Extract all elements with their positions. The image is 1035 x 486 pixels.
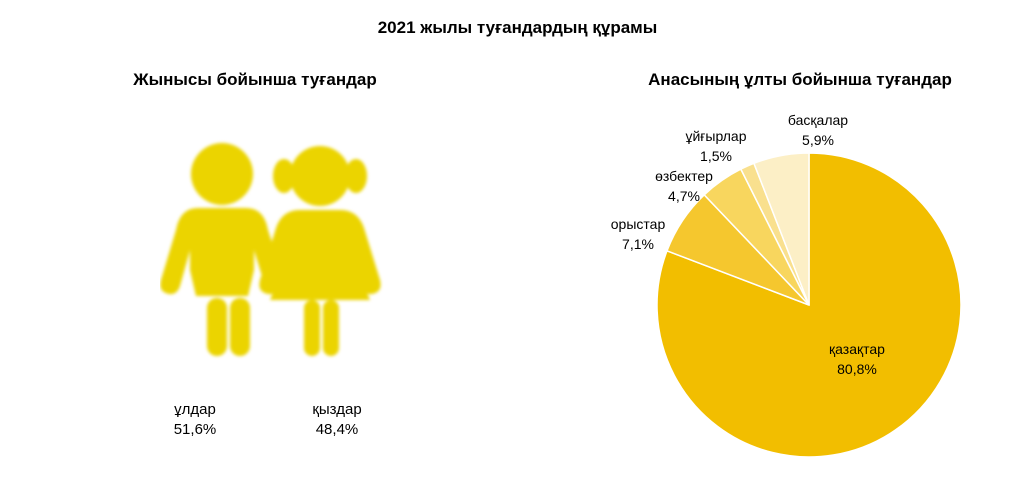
boy-icon [160,143,285,356]
pie-label-1-value: 80,8% [837,361,877,377]
pie-slice-5 [752,152,810,306]
girls-label-value: 48,4% [315,421,359,438]
children-pictogram [160,143,381,356]
girls-label-name: қыздар [312,401,362,418]
girl-icon [259,146,381,356]
pie-label-3-name: өзбектер [655,168,713,184]
boys-label-name: ұлдар [174,401,216,418]
gender-chart-title: Жынысы бойынша туғандар [133,70,377,89]
chart-main-title: 2021 жылы туғандардың құрамы [377,18,658,37]
pie-label-3-value: 4,7% [668,188,700,204]
girls-label: қыздар 48,4% [292,400,382,440]
pie-label-4-value: 1,5% [700,148,732,164]
ethnicity-chart-title: Анасының ұлты бойынша туғандар [648,70,952,89]
pie-label-1-name: қазақтар [829,341,885,357]
pie-label-4-name: ұйғырлар [685,128,746,144]
pie-label-5-value: 5,9% [802,132,834,148]
pie-label-2-name: орыстар [611,216,666,232]
pie-label-5-name: басқалар [788,112,848,128]
boys-label-value: 51,6% [173,421,217,438]
boys-label: ұлдар 51,6% [150,400,240,440]
pie-label-2-value: 7,1% [622,236,654,252]
